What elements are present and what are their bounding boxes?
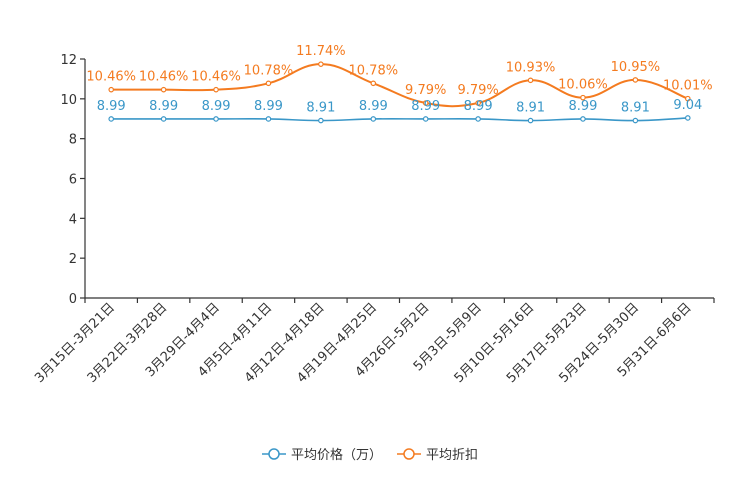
data-label: 10.46% [139,70,189,85]
data-label: 10.46% [86,70,136,85]
legend-marker-discount [403,448,415,460]
data-point [213,116,219,122]
legend: 平均价格（万） 平均折扣 [262,447,478,463]
data-point [370,116,377,122]
series-1 [108,61,691,108]
data-point [370,80,377,87]
data-point [422,100,429,106]
series-line [111,63,689,108]
data-label: 8.99 [359,99,388,114]
data-point [475,100,481,106]
data-label: 10.93% [506,60,556,75]
data-label: 10.06% [558,78,608,93]
data-point [422,116,429,122]
legend-item-price[interactable]: 平均价格（万） [262,447,382,463]
data-label: 10.01% [663,79,713,94]
y-tick-label: 8 [69,133,77,148]
data-point [265,116,272,122]
data-point [160,86,167,93]
data-point [318,117,324,124]
data-point [318,61,324,67]
data-label: 8.99 [97,99,126,114]
data-point [265,80,272,87]
data-point [632,117,639,124]
data-label: 9.79% [457,83,498,98]
legend-marker-price [268,448,280,460]
data-label: 8.99 [464,99,493,114]
legend-item-discount[interactable]: 平均折扣 [397,448,478,463]
data-point [160,116,167,122]
y-tick-label: 0 [69,292,77,307]
data-label: 8.99 [568,99,597,114]
data-label: 10.95% [611,60,661,75]
y-tick-label: 12 [60,53,77,68]
data-point [632,77,639,83]
data-point [108,86,115,93]
data-label: 8.99 [202,99,231,114]
data-label: 9.79% [405,83,446,98]
data-point [527,77,534,84]
data-label: 8.99 [149,99,178,114]
y-tick-label: 6 [69,173,77,188]
y-tick-label: 4 [69,212,77,227]
data-point [684,95,691,102]
data-point [213,86,219,93]
data-point [475,116,481,122]
data-labels: 8.99 8.99 8.99 8.99 8.91 8.99 8.99 8.99 8.91 8.99… [86,44,712,115]
legend-label-discount: 平均折扣 [426,448,478,463]
y-tick-label: 10 [60,93,77,108]
data-label: 10.78% [244,63,294,78]
data-label: 10.46% [191,70,241,85]
series-0 [108,115,691,124]
data-point [684,115,691,121]
data-label: 10.78% [349,63,399,78]
y-tick-label: 2 [69,252,77,267]
data-label: 11.74% [296,44,346,59]
data-label: 8.91 [306,101,335,116]
data-label: 8.99 [411,99,440,114]
data-point [527,117,534,124]
data-label: 8.91 [621,101,650,116]
series-line [111,117,688,122]
data-point [580,94,586,101]
data-label: 8.99 [254,99,283,114]
data-point [580,116,586,122]
legend-label-price: 平均价格（万） [291,447,382,463]
data-label: 8.91 [516,101,545,116]
series-layer [108,61,691,124]
data-label: 9.04 [673,98,702,113]
data-point [108,116,115,122]
